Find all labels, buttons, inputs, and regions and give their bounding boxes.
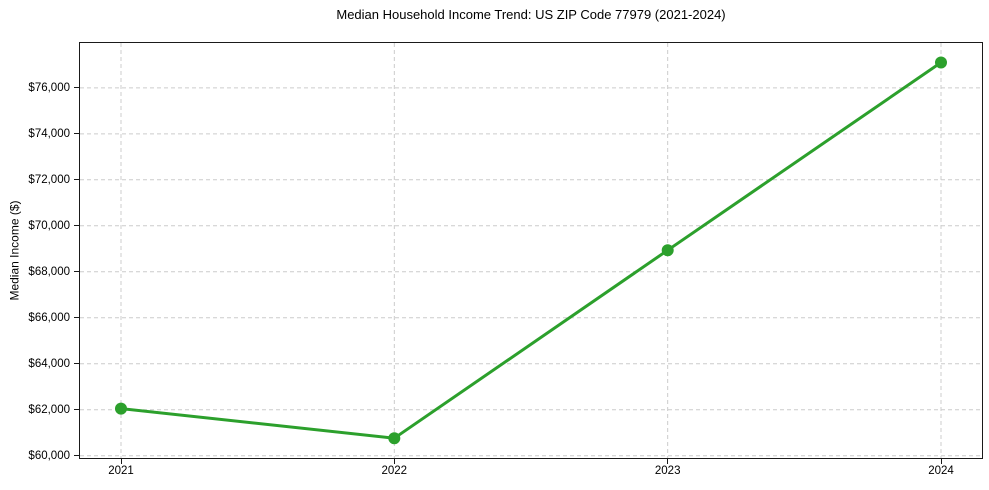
median-income-line — [119, 61, 943, 440]
x-tick-label: 2022 — [381, 465, 408, 477]
y-axis-title: Median Income ($) — [7, 200, 22, 301]
chart-title: Median Household Income Trend: US ZIP Co… — [336, 7, 726, 22]
x-tick-mark — [940, 459, 942, 464]
y-tick-label: $68,000 — [28, 265, 70, 278]
y-tick-label: $70,000 — [28, 219, 70, 232]
y-tick-label: $60,000 — [28, 449, 70, 462]
x-tick-mark — [120, 459, 122, 464]
data-point-marker-2021 — [115, 402, 127, 415]
y-tick-mark — [74, 179, 79, 181]
data-point-marker-2023 — [661, 244, 674, 257]
x-tick-mark — [393, 459, 395, 464]
y-tick-mark — [74, 133, 79, 135]
y-tick-label: $76,000 — [28, 81, 70, 94]
y-tick-label: $62,000 — [28, 403, 70, 416]
y-tick-mark — [74, 455, 79, 457]
y-tick-mark — [74, 271, 79, 273]
x-tick-mark — [667, 459, 669, 464]
line-chart-canvas — [80, 43, 982, 458]
y-tick-mark — [74, 87, 79, 89]
data-point-marker-2022 — [388, 432, 401, 445]
x-tick-label: 2024 — [928, 465, 954, 477]
y-tick-label: $64,000 — [28, 357, 70, 370]
y-tick-mark — [74, 409, 79, 411]
x-tick-label: 2021 — [108, 465, 134, 477]
plot-area — [79, 42, 983, 459]
y-tick-label: $72,000 — [28, 173, 70, 186]
y-tick-mark — [74, 317, 79, 319]
y-tick-mark — [74, 225, 79, 227]
y-tick-mark — [74, 363, 79, 365]
y-tick-label: $74,000 — [28, 127, 70, 140]
data-point-marker-2024 — [935, 56, 947, 69]
y-tick-label: $66,000 — [28, 311, 70, 324]
x-tick-label: 2023 — [654, 465, 681, 477]
